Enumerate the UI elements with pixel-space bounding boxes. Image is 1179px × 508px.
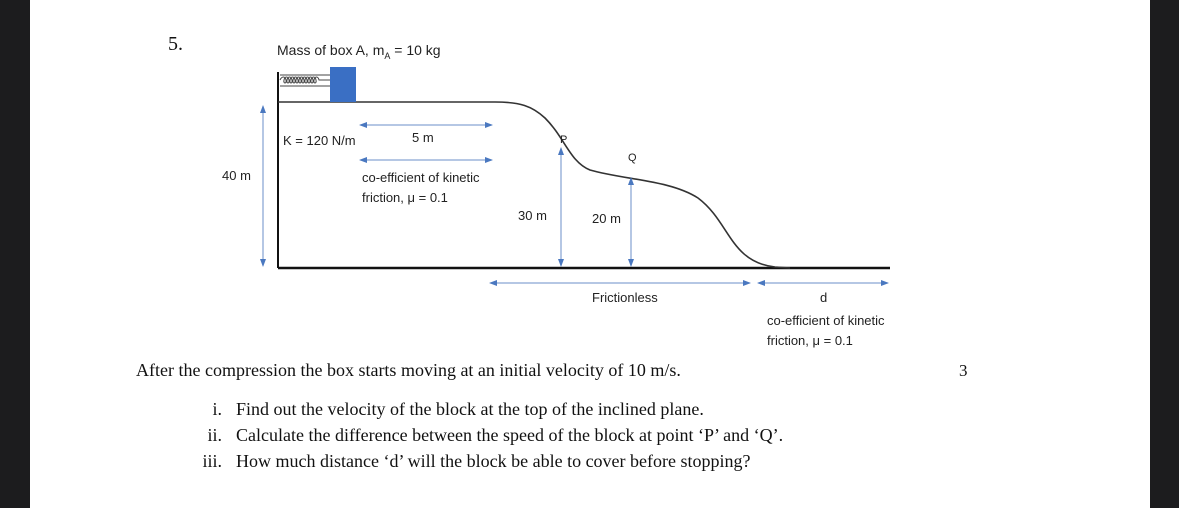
spring-constant-label: K = 120 N/m xyxy=(283,133,356,148)
subpart-text-i: Find out the velocity of the block at th… xyxy=(236,399,704,419)
distance-d-label: d xyxy=(820,290,828,305)
friction-bottom-line2: friction, μ = 0.1 xyxy=(767,333,853,348)
spring xyxy=(279,74,330,87)
document-page: 5. Mass of box A, mA = 10 kg K = 120 N/m… xyxy=(30,0,1150,508)
height-q-label: 20 m xyxy=(592,211,621,226)
mass-value: = 10 kg xyxy=(390,42,441,58)
height-p-label: 30 m xyxy=(518,208,547,223)
subpart-label-ii: ii. xyxy=(207,425,222,445)
friction-top-line1: co-efficient of kinetic xyxy=(362,170,480,185)
frictionless-label: Frictionless xyxy=(592,290,658,305)
track-surface xyxy=(278,101,791,269)
mass-label-text: Mass of box A, m xyxy=(277,42,385,58)
subpart-label-iii: iii. xyxy=(202,451,222,471)
friction-top-line2: friction, μ = 0.1 xyxy=(362,190,448,205)
friction-bottom-line1: co-efficient of kinetic xyxy=(767,313,885,328)
marks: 3 xyxy=(959,361,968,380)
point-p-label: P xyxy=(560,134,568,146)
question-number: 5. xyxy=(168,33,183,55)
height-total-label: 40 m xyxy=(222,168,251,183)
box-a xyxy=(330,67,356,102)
physics-diagram xyxy=(260,67,890,286)
subpart-label-i: i. xyxy=(212,399,222,419)
question-statement: After the compression the box starts mov… xyxy=(136,360,681,380)
point-q-label: Q xyxy=(628,152,637,164)
mass-label: Mass of box A, mA = 10 kg xyxy=(277,42,441,61)
subpart-text-iii: How much distance ‘d’ will the block be … xyxy=(236,451,751,471)
flat-length-label: 5 m xyxy=(412,130,434,145)
mass-subscript: A xyxy=(384,50,391,61)
subpart-text-ii: Calculate the difference between the spe… xyxy=(236,425,784,445)
